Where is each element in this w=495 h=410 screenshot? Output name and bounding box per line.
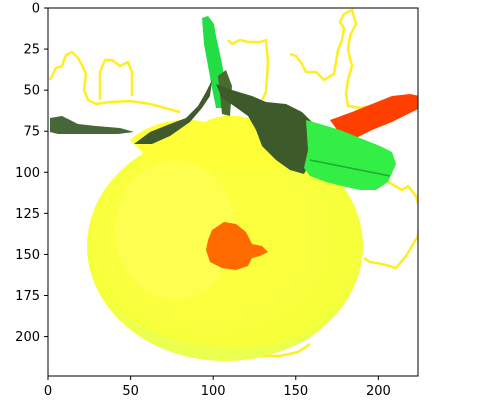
contour-line-lower-right — [363, 180, 418, 270]
green-leaf-vein — [309, 159, 391, 177]
apple-highlight — [115, 160, 235, 300]
axes-frame — [47, 7, 419, 377]
x-tick-label: 50 — [122, 384, 139, 399]
apple-bottom-shade — [110, 300, 320, 361]
y-tick-label: 25 — [23, 43, 40, 58]
x-tick-label: 150 — [283, 384, 308, 399]
y-tick-label: 0 — [32, 2, 40, 17]
y-tick-label: 100 — [15, 166, 40, 181]
y-tick-label: 75 — [23, 125, 40, 140]
y-axis-ticks: 0 25 50 75 100 125 150 175 200 — [15, 2, 48, 345]
dark-leaf-left — [134, 80, 212, 144]
contour-line-left — [48, 50, 181, 114]
dark-leaf-upper — [216, 84, 316, 174]
x-axis-ticks: 0 50 100 150 200 — [44, 376, 391, 399]
y-tick-label: 125 — [15, 207, 40, 222]
dark-leaf-far-left — [50, 116, 134, 134]
contour-line-center — [227, 38, 270, 101]
apple-image — [48, 8, 418, 361]
image-axes: 0 50 100 150 200 0 25 50 75 100 125 150 175 200 — [15, 2, 419, 399]
contour-line-right — [289, 8, 393, 113]
contour-line-top — [98, 58, 134, 100]
orange-spot — [206, 222, 268, 270]
x-tick-label: 200 — [366, 384, 391, 399]
x-tick-label: 0 — [44, 384, 52, 399]
y-tick-label: 200 — [15, 330, 40, 345]
red-leaf — [330, 94, 418, 138]
y-tick-label: 175 — [15, 289, 40, 304]
y-tick-label: 50 — [23, 84, 40, 99]
x-tick-label: 100 — [201, 384, 226, 399]
y-tick-label: 150 — [15, 248, 40, 263]
